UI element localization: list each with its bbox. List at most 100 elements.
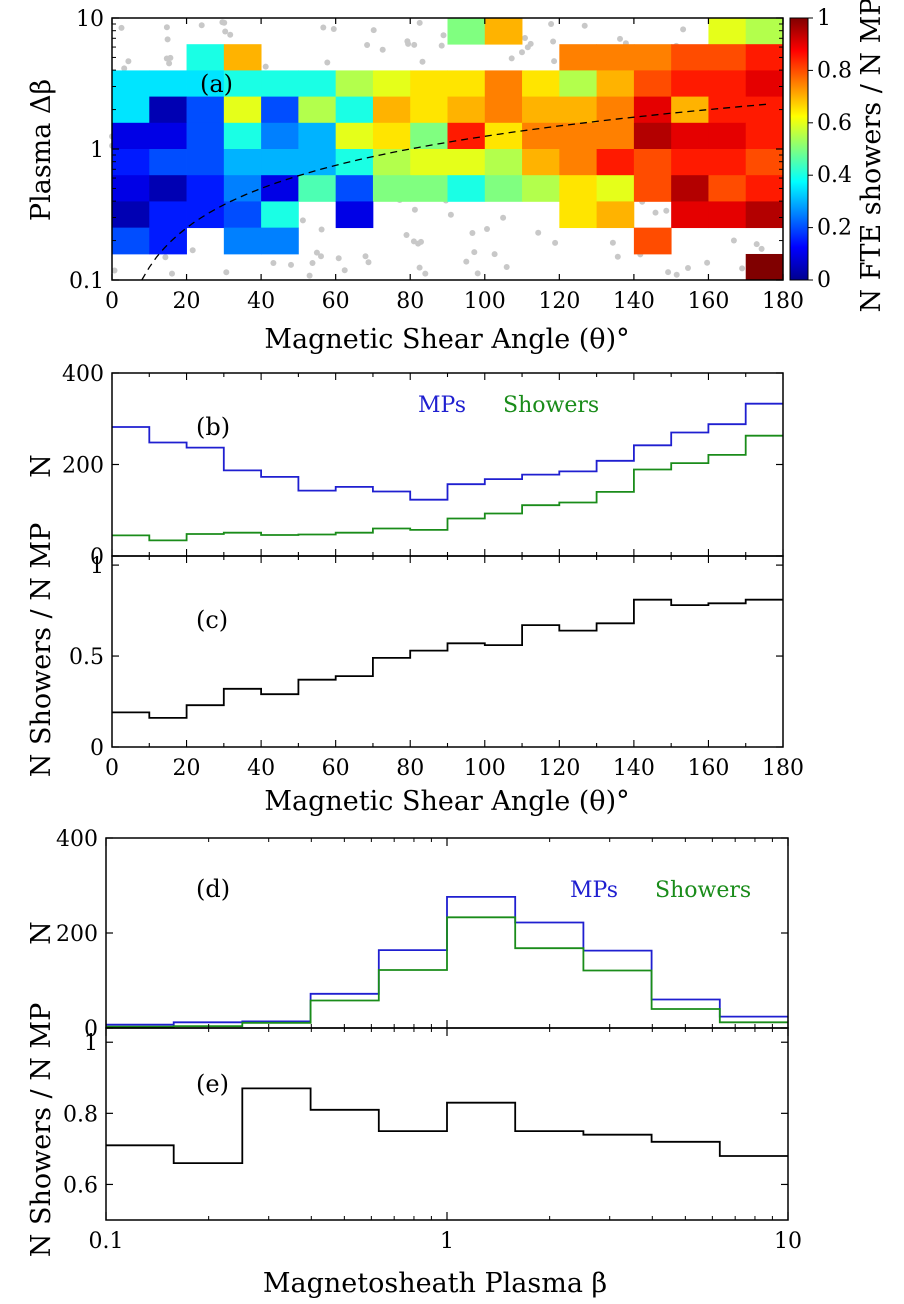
y-tick-label: 0.8 xyxy=(63,1102,98,1127)
heatmap-cell xyxy=(223,96,262,124)
x-tick-label: 100 xyxy=(464,756,506,781)
scatter-point xyxy=(440,32,447,39)
heatmap-cell xyxy=(335,122,374,150)
series-mps-line xyxy=(112,402,783,501)
heatmap-cell xyxy=(447,122,486,150)
x-tick-label: 40 xyxy=(247,756,275,781)
heatmap-cell xyxy=(484,96,523,124)
heatmap-cell xyxy=(633,227,672,255)
panel-b-counts: 0 200 400 (b) MPs Showers N xyxy=(26,362,784,570)
heatmap-cell xyxy=(708,175,747,202)
colorbar-tick-label: 0.2 xyxy=(817,216,852,241)
heatmap-cell xyxy=(223,149,262,176)
y-tick-label: 1 xyxy=(84,1031,98,1056)
panel-e-ylabel: N Showers / N MP xyxy=(26,1003,57,1257)
scatter-point xyxy=(270,260,277,266)
scatter-point xyxy=(614,253,621,260)
heatmap-cell xyxy=(298,149,337,176)
heatmap-cell xyxy=(112,70,150,97)
scatter-point xyxy=(739,265,746,272)
heatmap-cell xyxy=(671,44,709,71)
heatmap-cell xyxy=(447,70,486,97)
heatmap-cell xyxy=(633,96,672,124)
scatter-point xyxy=(519,49,525,56)
x-tick-label: 100 xyxy=(464,289,506,314)
colorbar-ticks: 0 0.2 0.4 0.6 0.8 1 xyxy=(808,6,852,293)
series-showers-line xyxy=(112,434,783,542)
heatmap-cells xyxy=(112,18,784,281)
x-tick-label: 180 xyxy=(762,756,804,781)
x-tick-label: 80 xyxy=(396,756,424,781)
scatter-point xyxy=(169,270,175,277)
y-tick-label: 400 xyxy=(62,362,104,387)
heatmap-cell xyxy=(261,175,299,202)
panel-d-ticks: 0 200 400 xyxy=(56,827,789,1042)
heatmap-cell xyxy=(745,44,784,71)
heatmap-cell xyxy=(223,70,262,97)
y-tick-label: 1 xyxy=(90,554,104,579)
heatmap-cell xyxy=(633,149,672,176)
heatmap-cell xyxy=(335,96,374,124)
scatter-point xyxy=(111,267,118,274)
legend-showers: Showers xyxy=(655,878,751,903)
y-tick-label: 0.5 xyxy=(69,645,104,670)
heatmap-cell xyxy=(633,175,672,202)
x-tick-label: 20 xyxy=(173,756,201,781)
panel-c-ylabel: N Showers / N MP xyxy=(26,523,57,777)
heatmap-cell xyxy=(484,18,523,45)
x-tick-label: 180 xyxy=(762,289,804,314)
heatmap-cell xyxy=(522,149,560,176)
scatter-point xyxy=(306,272,313,279)
panel-d-counts: 0 200 400 (d) MPs Showers N xyxy=(26,827,789,1042)
y-tick-label: 10 xyxy=(76,7,104,32)
y-tick-label: 0 xyxy=(90,736,104,761)
heatmap-cell xyxy=(522,122,560,150)
heatmap-cell xyxy=(745,122,784,150)
scatter-point xyxy=(362,253,369,260)
heatmap-cell xyxy=(484,70,523,97)
heatmap-cell xyxy=(708,44,747,71)
scatter-point xyxy=(227,31,234,38)
scatter-point xyxy=(411,41,418,48)
heatmap-cell xyxy=(335,175,374,202)
heatmap-cell xyxy=(372,96,411,124)
heatmap-cell xyxy=(708,122,747,150)
x-tick-label: 0 xyxy=(105,756,119,781)
heatmap-cell xyxy=(261,149,299,176)
heatmap-cell xyxy=(149,175,187,202)
scatter-point xyxy=(753,241,760,248)
heatmap-cell xyxy=(149,149,187,176)
scatter-point xyxy=(685,265,691,271)
heatmap-cell xyxy=(186,70,225,97)
y-tick-label: 400 xyxy=(56,827,98,852)
panel-b-label: (b) xyxy=(196,413,230,441)
scatter-point xyxy=(469,230,476,236)
legend-mps: MPs xyxy=(570,878,618,903)
heatmap-cell xyxy=(522,70,560,97)
scatter-point xyxy=(121,65,128,72)
scatter-point xyxy=(484,226,490,232)
panel-c-xlabel: Magnetic Shear Angle (θ)° xyxy=(264,786,629,817)
heatmap-cell xyxy=(745,149,784,176)
y-tick-label: 1 xyxy=(90,138,104,163)
scatter-point xyxy=(609,239,616,246)
dashed-curve xyxy=(141,103,769,281)
panel-d-ylabel: N xyxy=(26,921,57,945)
scatter-point xyxy=(503,264,510,270)
scatter-point xyxy=(463,258,470,265)
scatter-point xyxy=(163,55,170,62)
panel-b-ylabel: N xyxy=(26,454,57,478)
heatmap-cell xyxy=(298,122,337,150)
heatmap-cell xyxy=(186,96,225,124)
x-tick-label: 0.1 xyxy=(89,1229,124,1254)
heatmap-cell xyxy=(112,201,150,229)
heatmap-cell xyxy=(447,96,486,124)
scatter-point xyxy=(118,24,125,31)
heatmap-cell xyxy=(261,227,299,255)
heatmap-cell xyxy=(671,175,709,202)
heatmap-cell xyxy=(223,201,262,229)
heatmap-cell xyxy=(559,70,598,97)
heatmap-cell xyxy=(447,18,486,45)
heatmap-cell xyxy=(223,122,262,150)
